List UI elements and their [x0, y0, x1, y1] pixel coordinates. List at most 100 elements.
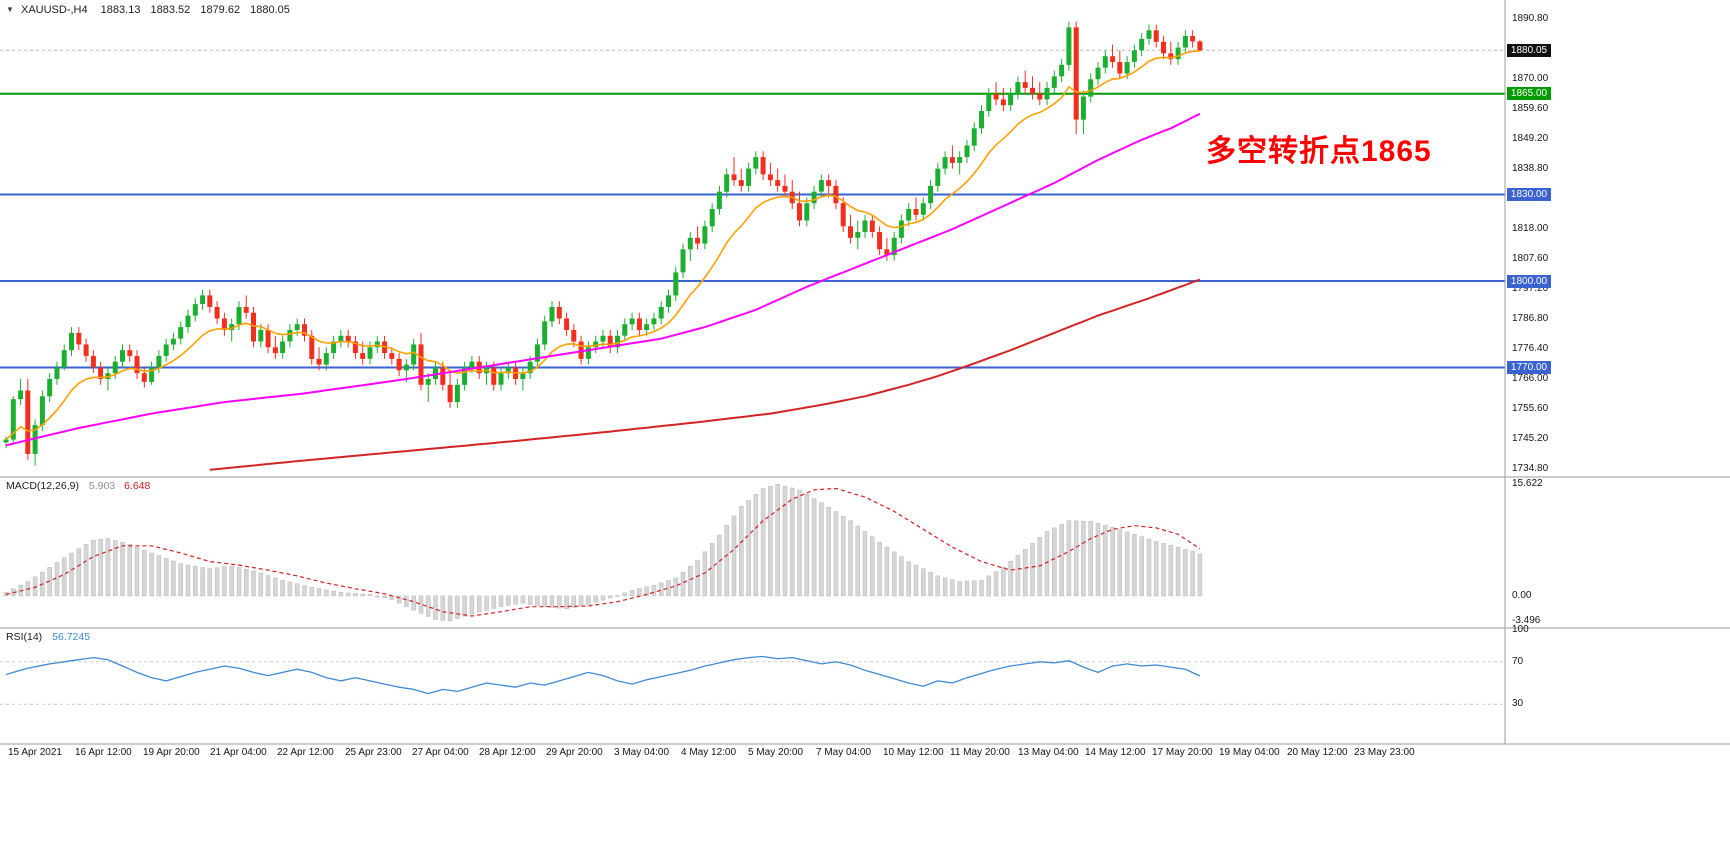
candle-body	[920, 203, 926, 215]
time-axis-label: 25 Apr 23:00	[345, 747, 402, 758]
time-axis-label: 23 May 23:00	[1354, 747, 1415, 758]
macd-bar	[884, 546, 890, 597]
macd-bar	[760, 488, 766, 597]
price-axis-label: 1797.20	[1512, 283, 1549, 294]
macd-signal-value: 6.648	[124, 480, 151, 492]
chart-annotation-text[interactable]: 多空转折点1865	[1206, 135, 1432, 168]
macd-bar	[535, 595, 540, 606]
macd-bar	[404, 595, 409, 607]
candle-body	[746, 168, 752, 186]
price-axis[interactable]: 1890.80 1870.00 1859.60 1849.20 1838.80 1818.…	[1505, 0, 1730, 744]
macd-bar	[513, 595, 518, 605]
macd-bar	[462, 595, 467, 617]
macd-bar	[520, 595, 526, 604]
macd-bar	[578, 595, 584, 607]
macd-bar	[1052, 527, 1057, 597]
macd-bar	[360, 593, 365, 597]
macd-bar	[819, 502, 824, 597]
candle-body	[986, 93, 992, 111]
macd-bar	[338, 592, 344, 597]
candle-body	[1066, 27, 1072, 65]
candle-body	[265, 330, 271, 348]
candle-body	[527, 361, 533, 374]
macd-bar	[731, 515, 737, 597]
macd-bar	[396, 595, 402, 604]
macd-bar	[134, 546, 140, 597]
candle-body	[1139, 38, 1145, 51]
macd-bar	[870, 536, 875, 597]
candle-body	[1197, 41, 1203, 51]
macd-bar	[1110, 526, 1115, 597]
macd-bar	[673, 577, 679, 597]
candle-body	[462, 367, 468, 385]
horizontal-lines-layer	[0, 92, 1505, 369]
candle-body	[1124, 62, 1130, 74]
candle-body	[258, 330, 264, 342]
macd-bar	[375, 595, 380, 598]
symbol-dropdown-icon[interactable]: ▼	[6, 5, 14, 14]
macd-bar	[411, 595, 416, 611]
candle-body	[651, 318, 657, 325]
candle-body	[797, 203, 802, 221]
time-axis-label: 14 May 12:00	[1085, 747, 1146, 758]
price-axis-label: 1859.60	[1512, 103, 1549, 114]
moving-averages-layer	[5, 50, 1201, 471]
macd-bar	[782, 485, 788, 597]
candle-body	[949, 157, 955, 163]
macd-bar	[389, 595, 395, 600]
candle-body	[280, 341, 286, 353]
macd-bar	[753, 494, 759, 597]
symbol-title: XAUUSD-,H4	[20, 4, 88, 16]
macd-bar	[455, 595, 460, 619]
macd-bar	[1183, 549, 1188, 597]
candle-body	[360, 353, 366, 359]
candle-body	[520, 373, 526, 379]
macd-bar	[1139, 536, 1144, 597]
macd-bar	[367, 594, 373, 597]
macd-bar	[1124, 531, 1130, 597]
candle-body	[593, 341, 599, 348]
candle-body	[1153, 30, 1159, 42]
candle-body	[716, 191, 722, 209]
price-axis-label: 1890.80	[1512, 13, 1549, 24]
candle-body	[76, 332, 82, 345]
candle-body	[302, 324, 307, 336]
macd-bar	[644, 586, 649, 597]
candle-body	[753, 157, 759, 169]
candle-body	[39, 396, 45, 426]
time-axis-label: 19 Apr 20:00	[143, 747, 200, 758]
macd-layer	[3, 483, 1203, 622]
macd-bar	[491, 595, 497, 609]
candle-body	[542, 321, 548, 345]
macd-bar	[1088, 521, 1093, 597]
macd-bar	[258, 572, 264, 597]
price-level-tag: 1770.00	[1507, 361, 1551, 374]
candle-body	[957, 157, 963, 163]
candle-body	[498, 373, 504, 385]
macd-bar	[862, 531, 868, 597]
price-level-tag: 1830.00	[1507, 188, 1551, 201]
macd-indicator-label: MACD(12,26,9) 5.903 6.648	[6, 480, 150, 492]
macd-bar	[527, 595, 533, 605]
macd-bar	[214, 567, 220, 597]
macd-bar	[222, 566, 227, 597]
macd-bar	[739, 506, 744, 597]
candle-body	[1022, 82, 1028, 88]
macd-bar	[433, 595, 438, 620]
macd-bar	[986, 575, 992, 597]
candle-body	[818, 180, 824, 192]
candle-body	[636, 318, 642, 330]
macd-bar	[586, 595, 591, 605]
macd-axis-label: 0.00	[1512, 590, 1532, 601]
candle-body	[804, 203, 810, 221]
candle-body	[418, 344, 424, 385]
macd-bar	[331, 590, 336, 597]
candle-body	[1030, 87, 1035, 94]
macd-signal-line	[5, 487, 1201, 617]
time-axis[interactable]: 15 Apr 2021 16 Apr 12:00 19 Apr 20:00 21 Ap…	[0, 744, 1730, 766]
macd-bar	[833, 511, 839, 597]
candle-body	[236, 307, 242, 325]
macd-bar	[957, 581, 962, 597]
time-axis-label: 27 Apr 04:00	[412, 747, 469, 758]
